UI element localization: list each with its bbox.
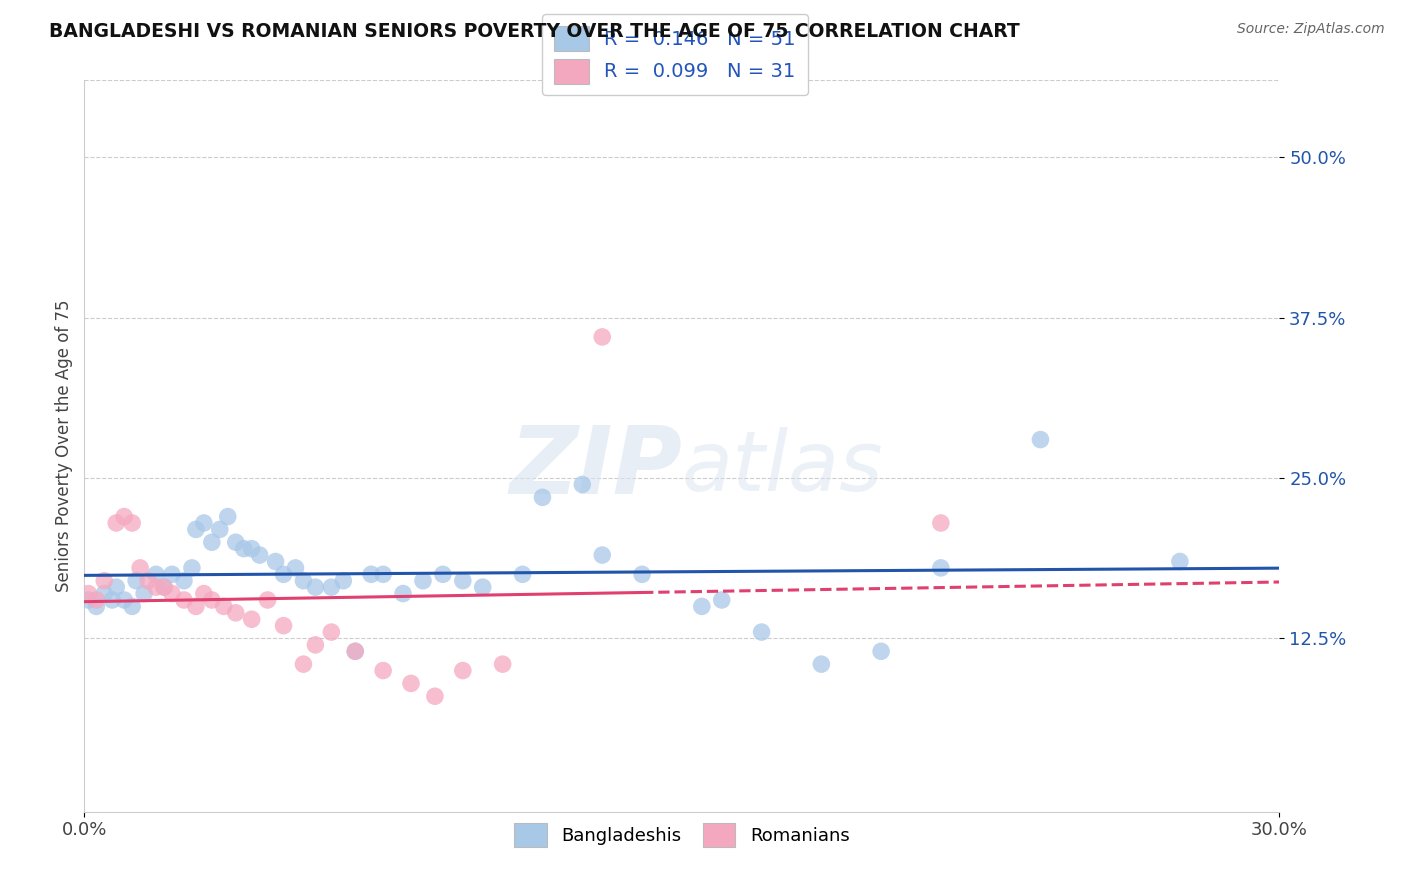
Point [125, 574, 148, 588]
Point [571, 477, 593, 491]
Point [471, 580, 494, 594]
Point [432, 567, 454, 582]
Point [86, 599, 108, 614]
Point [225, 535, 247, 549]
Point [492, 657, 515, 672]
Point [201, 535, 224, 549]
Point [710, 593, 733, 607]
Point [423, 690, 446, 704]
Point [451, 574, 474, 588]
Point [208, 523, 231, 537]
Point [181, 561, 204, 575]
Point [292, 657, 315, 672]
Point [129, 561, 152, 575]
Point [184, 599, 207, 614]
Point [132, 586, 156, 600]
Point [201, 593, 224, 607]
Text: ZIP: ZIP [509, 422, 682, 514]
Point [77, 586, 100, 600]
Point [591, 330, 613, 344]
Point [292, 574, 315, 588]
Point [321, 625, 343, 640]
Point [240, 612, 263, 626]
Point [929, 561, 952, 575]
Point [105, 516, 128, 530]
Point [93, 586, 115, 600]
Point [249, 548, 271, 562]
Y-axis label: Seniors Poverty Over the Age of 75: Seniors Poverty Over the Age of 75 [55, 300, 73, 592]
Point [212, 599, 235, 614]
Point [225, 606, 247, 620]
Point [145, 580, 167, 594]
Point [1029, 433, 1052, 447]
Point [273, 567, 295, 582]
Point [184, 523, 207, 537]
Point [86, 593, 108, 607]
Point [332, 574, 354, 588]
Text: BANGLADESHI VS ROMANIAN SENIORS POVERTY OVER THE AGE OF 75 CORRELATION CHART: BANGLADESHI VS ROMANIAN SENIORS POVERTY … [49, 22, 1019, 41]
Point [256, 593, 278, 607]
Point [373, 567, 395, 582]
Point [217, 509, 239, 524]
Point [304, 580, 326, 594]
Legend: Bangladeshis, Romanians: Bangladeshis, Romanians [508, 816, 856, 854]
Point [160, 567, 183, 582]
Point [399, 676, 422, 690]
Point [173, 593, 195, 607]
Point [273, 618, 295, 632]
Text: Source: ZipAtlas.com: Source: ZipAtlas.com [1237, 22, 1385, 37]
Point [512, 567, 534, 582]
Point [112, 593, 135, 607]
Point [232, 541, 254, 556]
Point [193, 516, 215, 530]
Point [173, 574, 195, 588]
Point [304, 638, 326, 652]
Point [321, 580, 343, 594]
Point [101, 593, 124, 607]
Point [810, 657, 832, 672]
Point [412, 574, 434, 588]
Point [105, 580, 128, 594]
Point [153, 580, 176, 594]
Point [631, 567, 654, 582]
Point [136, 574, 159, 588]
Point [240, 541, 263, 556]
Point [1168, 554, 1191, 568]
Point [360, 567, 382, 582]
Point [145, 567, 167, 582]
Point [451, 664, 474, 678]
Point [690, 599, 713, 614]
Point [870, 644, 893, 658]
Point [121, 516, 143, 530]
Point [160, 586, 183, 600]
Point [751, 625, 773, 640]
Point [929, 516, 952, 530]
Text: atlas: atlas [682, 427, 883, 508]
Point [591, 548, 613, 562]
Point [392, 586, 415, 600]
Point [264, 554, 287, 568]
Point [193, 586, 215, 600]
Point [93, 574, 115, 588]
Point [344, 644, 367, 658]
Point [531, 491, 554, 505]
Point [121, 599, 143, 614]
Point [112, 509, 135, 524]
Point [373, 664, 395, 678]
Point [77, 593, 100, 607]
Point [344, 644, 367, 658]
Point [284, 561, 307, 575]
Point [153, 580, 176, 594]
